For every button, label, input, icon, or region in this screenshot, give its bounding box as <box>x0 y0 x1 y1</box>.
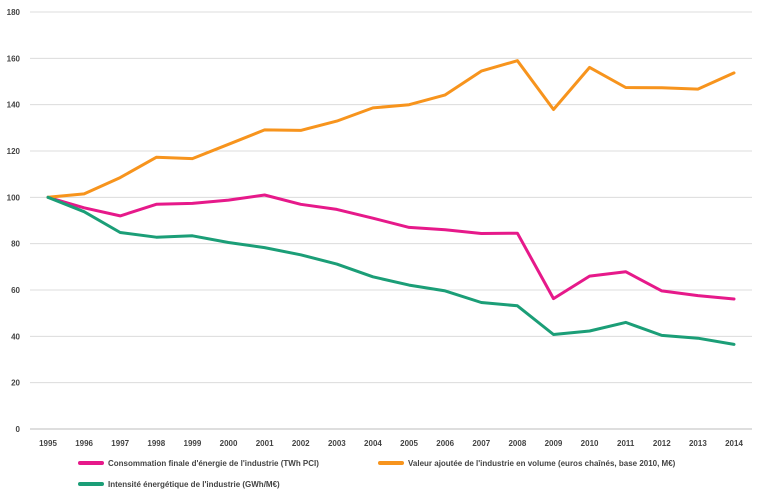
x-tick-label: 2008 <box>508 439 526 448</box>
x-tick-label: 2006 <box>436 439 454 448</box>
y-tick-label: 120 <box>7 147 21 156</box>
x-tick-label: 2013 <box>689 439 707 448</box>
x-tick-label: 2012 <box>653 439 671 448</box>
x-tick-label: 2000 <box>220 439 238 448</box>
x-tick-label: 2005 <box>400 439 418 448</box>
y-tick-label: 100 <box>7 193 21 202</box>
x-tick-label: 2009 <box>545 439 563 448</box>
x-tick-label: 2010 <box>581 439 599 448</box>
x-tick-label: 2001 <box>256 439 274 448</box>
series-line-1 <box>46 193 736 301</box>
legend-label-2: Valeur ajoutée de l'industrie en volume … <box>408 459 676 468</box>
y-tick-label: 160 <box>7 54 21 63</box>
x-axis-tick-labels: 1995 1996 1997 1998 1999 2000 2001 2002 2003 2004… <box>39 439 743 448</box>
x-tick-label: 2003 <box>328 439 346 448</box>
series-line-3 <box>46 195 736 346</box>
series-line-2 <box>46 59 736 199</box>
series-lines <box>46 59 736 346</box>
legend-label-1: Consommation finale d'énergie de l'indus… <box>108 459 319 468</box>
grid-lines <box>30 11 752 430</box>
y-axis-tick-labels: 0 20 40 60 80 100 120 140 160 180 <box>7 8 21 434</box>
y-tick-label: 80 <box>11 240 20 249</box>
x-tick-label: 1997 <box>111 439 129 448</box>
x-tick-label: 2011 <box>617 439 635 448</box>
legend: Consommation finale d'énergie de l'indus… <box>78 459 676 489</box>
y-tick-label: 140 <box>7 101 21 110</box>
x-tick-label: 1999 <box>184 439 202 448</box>
x-tick-label: 1995 <box>39 439 57 448</box>
y-tick-label: 40 <box>11 332 20 341</box>
y-tick-label: 60 <box>11 286 20 295</box>
x-tick-label: 2002 <box>292 439 310 448</box>
y-tick-label: 20 <box>11 379 20 388</box>
x-tick-label: 2007 <box>472 439 490 448</box>
y-tick-label: 0 <box>16 425 21 434</box>
x-tick-label: 1998 <box>147 439 165 448</box>
x-tick-label: 1996 <box>75 439 93 448</box>
x-tick-label: 2004 <box>364 439 382 448</box>
legend-label-3: Intensité énergétique de l'industrie (GW… <box>108 480 280 489</box>
y-tick-label: 180 <box>7 8 21 17</box>
x-tick-label: 2014 <box>725 439 743 448</box>
